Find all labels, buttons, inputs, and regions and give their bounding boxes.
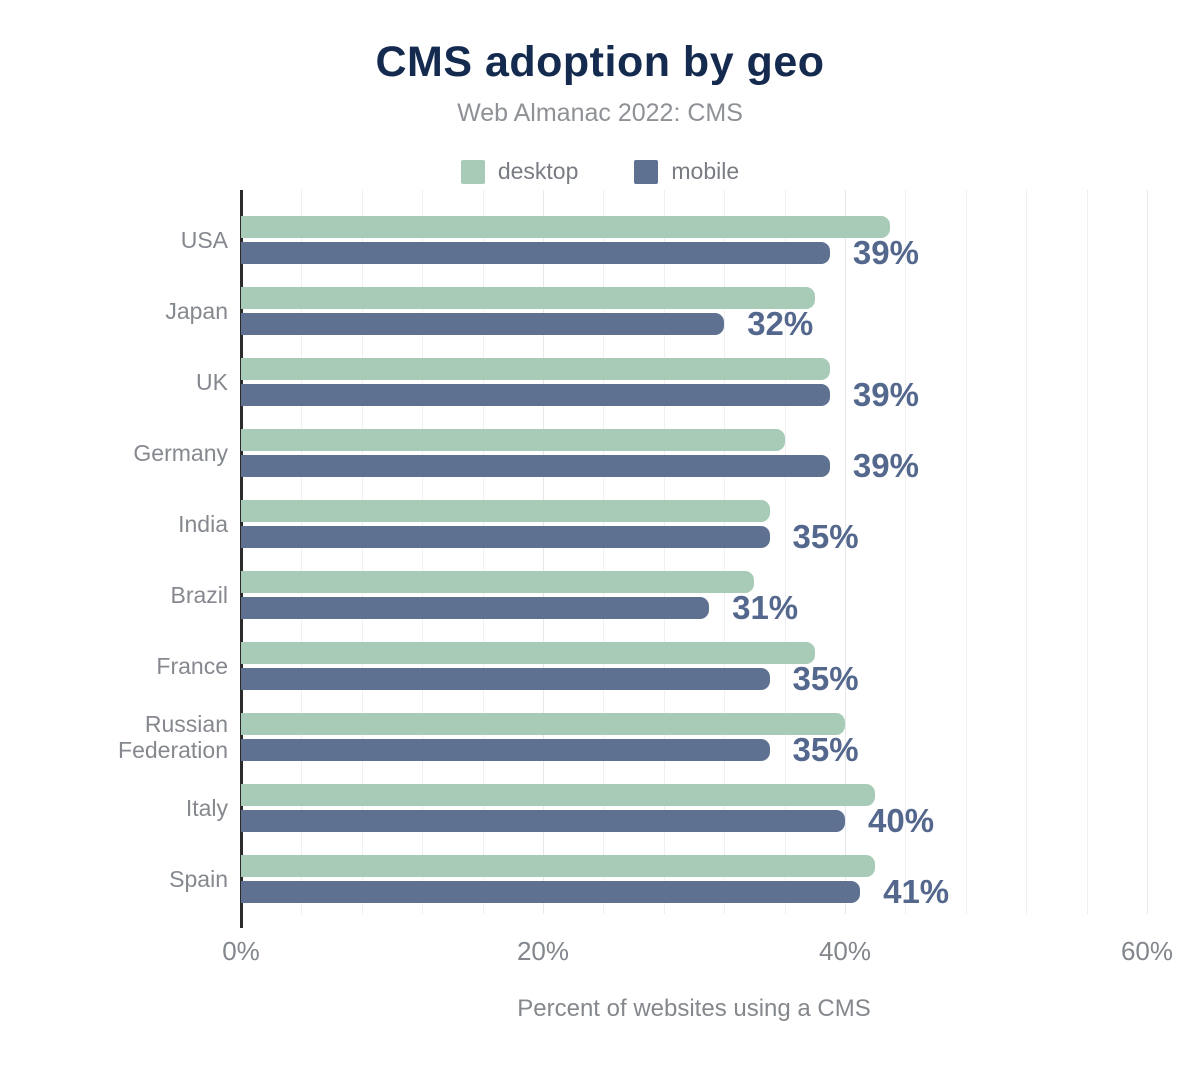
- bar-desktop[interactable]: [241, 571, 755, 593]
- gridline: [905, 190, 907, 914]
- category-label: Spain: [169, 865, 228, 892]
- bar-desktop[interactable]: [241, 855, 876, 877]
- value-label: 35%: [792, 660, 859, 697]
- gridline: [784, 190, 786, 914]
- value-label: 35%: [792, 518, 859, 555]
- x-tick-label: 0%: [222, 936, 260, 966]
- bar-mobile[interactable]: [241, 881, 861, 903]
- bar-mobile[interactable]: [241, 526, 770, 548]
- gridline: [301, 190, 303, 914]
- bar-mobile[interactable]: [241, 455, 830, 477]
- gridline: [422, 190, 424, 914]
- bar-group: Brazil 31%: [170, 571, 1187, 626]
- category-label: Japan: [165, 297, 228, 324]
- category-label: USA: [180, 226, 228, 253]
- mobile-swatch-icon: [634, 159, 659, 184]
- bar-desktop[interactable]: [241, 287, 815, 309]
- x-axis-title: Percent of websites using a CMS: [517, 995, 871, 1022]
- gridline: [543, 190, 544, 914]
- x-tick-label: 20%: [516, 936, 570, 966]
- value-label: 40%: [868, 802, 935, 839]
- bar-group: Russian Federation 35%: [118, 711, 1187, 768]
- value-label: 39%: [852, 447, 919, 484]
- y-axis-line: [240, 190, 243, 928]
- x-tick-label: 60%: [1120, 936, 1174, 966]
- bar-mobile[interactable]: [241, 313, 725, 335]
- gridline: [603, 190, 605, 914]
- bar-mobile[interactable]: [241, 242, 830, 264]
- plot-area: Percent of websites using a CMS 0% 20% 40%…: [118, 190, 1187, 1022]
- gridline: [1026, 190, 1028, 914]
- category-label: Germany: [133, 439, 228, 466]
- value-label: 39%: [852, 234, 919, 271]
- bar-desktop[interactable]: [241, 784, 876, 806]
- value-label: 31%: [732, 589, 799, 626]
- desktop-swatch-icon: [460, 159, 485, 184]
- gridline: [1147, 190, 1148, 914]
- bar-group: Japan 32%: [165, 287, 1187, 342]
- value-label: 35%: [792, 731, 859, 768]
- gridline: [724, 190, 726, 914]
- bar-mobile[interactable]: [241, 384, 830, 406]
- bar-desktop[interactable]: [241, 500, 770, 522]
- legend-label: mobile: [671, 158, 740, 184]
- bar-mobile[interactable]: [241, 597, 710, 619]
- bar-mobile[interactable]: [241, 739, 770, 761]
- bar-desktop[interactable]: [241, 429, 785, 451]
- bar-group: Spain 41%: [169, 855, 1187, 910]
- category-label: India: [178, 510, 228, 537]
- gridline: [1086, 190, 1088, 914]
- x-tick-label: 40%: [818, 936, 872, 966]
- bar-group: USA 39%: [181, 216, 1187, 271]
- bar-desktop[interactable]: [241, 358, 830, 380]
- bar-group: France 35%: [156, 642, 1187, 697]
- legend-item-desktop[interactable]: desktop: [460, 158, 579, 185]
- legend-item-mobile[interactable]: mobile: [634, 158, 739, 185]
- chart-title: CMS adoption by geo: [375, 38, 825, 86]
- legend-label: desktop: [497, 158, 579, 184]
- category-label: Brazil: [170, 581, 228, 608]
- chart-subtitle: Web Almanac 2022: CMS: [457, 99, 743, 127]
- bar-group: Italy 40%: [186, 784, 1187, 839]
- bar-mobile[interactable]: [241, 810, 845, 832]
- gridline: [663, 190, 665, 914]
- gridline: [361, 190, 363, 914]
- bar-group: India 35%: [178, 500, 1187, 555]
- gridline: [845, 190, 846, 914]
- category-label: UK: [196, 368, 228, 395]
- gridline: [482, 190, 484, 914]
- value-label: 39%: [852, 376, 919, 413]
- bar-group: Germany 39%: [133, 429, 1187, 484]
- value-label: 32%: [747, 305, 814, 342]
- bar-group: UK 39%: [196, 358, 1187, 413]
- value-label: 41%: [883, 873, 950, 910]
- category-label: France: [156, 652, 228, 679]
- category-label: Italy: [185, 794, 228, 821]
- gridline: [965, 190, 967, 914]
- category-label: Russian Federation: [118, 710, 228, 763]
- bar-desktop[interactable]: [241, 642, 815, 664]
- legend: desktop mobile: [0, 158, 1200, 185]
- bar-mobile[interactable]: [241, 668, 770, 690]
- bar-desktop[interactable]: [241, 713, 845, 735]
- bar-desktop[interactable]: [241, 216, 891, 238]
